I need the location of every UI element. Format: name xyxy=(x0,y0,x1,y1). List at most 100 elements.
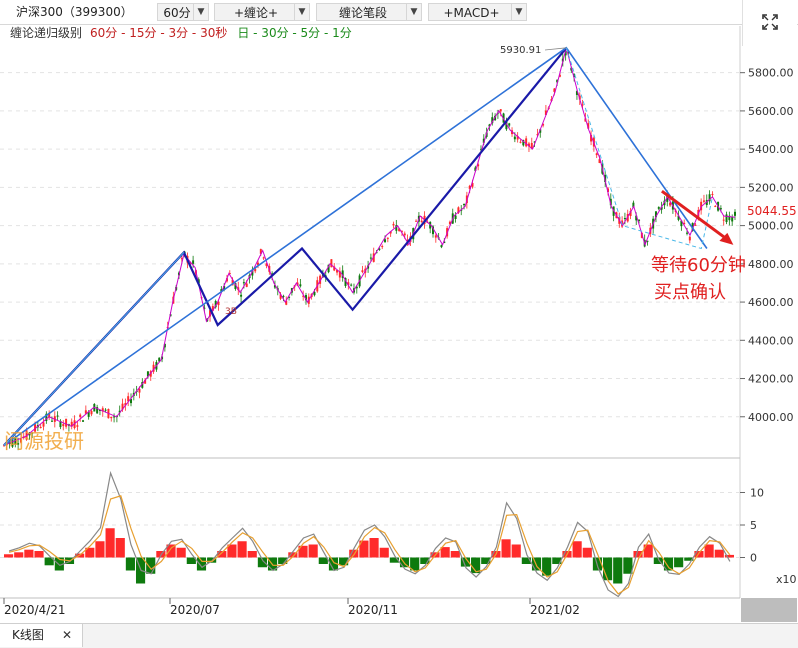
price-tick-label: 5000.00 xyxy=(748,220,794,233)
candle-body xyxy=(96,407,99,414)
macd-bar xyxy=(105,528,115,558)
candle-body xyxy=(389,231,392,234)
macd-bar xyxy=(227,544,237,558)
candle-body xyxy=(522,139,525,146)
candle-body xyxy=(59,421,62,428)
candle-body xyxy=(203,307,206,309)
candle-body xyxy=(477,164,480,167)
candle-body xyxy=(288,296,291,298)
macd-bar xyxy=(247,551,257,558)
candle-body xyxy=(677,215,680,220)
minute-levels: 60分 - 15分 - 3分 - 30秒 xyxy=(90,26,228,40)
candle-body xyxy=(731,217,734,222)
candle-body xyxy=(257,262,260,266)
candle-body xyxy=(11,440,14,447)
chevron-down-icon: ▼ xyxy=(294,4,309,20)
macd-bar xyxy=(511,544,521,558)
candle-body xyxy=(629,211,632,217)
candle-body xyxy=(468,185,471,189)
candle-body xyxy=(209,310,212,317)
candle-body xyxy=(474,167,477,171)
macd-bar xyxy=(663,557,674,571)
candle-body xyxy=(429,221,432,229)
symbol-selector[interactable]: 沪深300（399300） xyxy=(2,3,155,21)
candle-body xyxy=(564,51,567,56)
recursion-levels: 缠论递归级别 60分 - 15分 - 3分 - 30秒日 - 30分 - 5分 -… xyxy=(10,24,352,42)
macd-bar xyxy=(318,557,328,564)
candle-body xyxy=(110,416,113,419)
macd-bar xyxy=(724,554,734,558)
candle-body xyxy=(623,218,626,220)
candle-body xyxy=(220,289,223,292)
candle-body xyxy=(544,110,547,115)
macd-bar xyxy=(552,557,562,564)
candle-body xyxy=(273,285,276,288)
macd-label: +MACD+ xyxy=(443,6,500,20)
bi-duan-dropdown[interactable]: 缠论笔段 ▼ xyxy=(316,3,422,21)
candle-body xyxy=(285,300,288,305)
macd-bar xyxy=(196,557,207,571)
levels-label: 缠论递归级别 xyxy=(10,26,83,40)
candle-body xyxy=(242,282,245,284)
macd-bar xyxy=(146,557,156,574)
macd-bar xyxy=(643,544,653,558)
macd-tick-label: 10 xyxy=(750,487,764,500)
fullscreen-icon xyxy=(762,14,778,30)
candle-body xyxy=(39,426,42,428)
price-tick-label: 5400.00 xyxy=(748,143,794,156)
candle-body xyxy=(149,371,152,377)
candle-body xyxy=(539,129,542,133)
candle-body xyxy=(392,223,395,226)
fullscreen-button[interactable] xyxy=(742,0,797,46)
chevron-down-icon: ▼ xyxy=(511,4,526,20)
macd-bar xyxy=(349,549,359,558)
candle-body xyxy=(14,438,17,445)
candle-body xyxy=(141,382,144,388)
toolbar: ♥ 沪深300（399300） 60分▼ +缠论+▼ 缠论笔段▼ +MACD+▼ xyxy=(0,0,798,25)
candle-body xyxy=(333,266,336,271)
candle-body xyxy=(488,124,491,127)
macd-bar xyxy=(95,541,105,558)
tab-kline[interactable]: K线图 ✕ xyxy=(0,624,83,647)
macd-dropdown[interactable]: +MACD+ ▼ xyxy=(428,3,527,21)
arrow-head xyxy=(719,232,734,245)
period-dropdown[interactable]: 60分 ▼ xyxy=(157,3,209,21)
bi-duan-label: 缠论笔段 xyxy=(338,6,387,20)
candle-body xyxy=(282,295,285,297)
candle-body xyxy=(144,379,147,384)
candle-body xyxy=(344,278,347,286)
macd-multiplier: x10 xyxy=(776,573,797,586)
candle-body xyxy=(516,135,519,140)
candle-body xyxy=(479,149,482,151)
symbol-label: 沪深300（399300） xyxy=(16,5,133,19)
candle-body xyxy=(680,220,683,227)
macd-bar xyxy=(278,557,288,564)
candle-body xyxy=(245,283,248,287)
timeline-scrollbar-thumb[interactable] xyxy=(741,598,797,622)
high-price-label: 5930.91 xyxy=(500,45,541,56)
macd-bar xyxy=(704,544,714,558)
macd-bar xyxy=(237,541,247,558)
candle-body xyxy=(350,284,353,286)
candle-body xyxy=(499,109,502,112)
candle-body xyxy=(163,343,166,348)
candle-body xyxy=(146,371,149,377)
inner-bi-line xyxy=(3,252,185,446)
chanlun-dropdown[interactable]: +缠论+ ▼ xyxy=(214,3,310,21)
candle-body xyxy=(113,416,116,418)
candle-body xyxy=(525,138,528,147)
close-icon[interactable]: ✕ xyxy=(62,628,73,642)
candle-body xyxy=(240,294,243,297)
price-tick-label: 4000.00 xyxy=(748,411,794,424)
candle-body xyxy=(70,421,73,427)
chan-overlay xyxy=(3,46,736,447)
macd-dea-line xyxy=(8,495,731,595)
pivot-3b-label: 3B xyxy=(225,307,237,317)
candle-body xyxy=(530,142,533,149)
macd-panel: 10 5 0 xyxy=(0,470,764,598)
candle-body xyxy=(259,249,262,254)
candle-body xyxy=(575,91,578,95)
price-tick-label: 4400.00 xyxy=(748,334,794,347)
candle-body xyxy=(56,415,59,417)
